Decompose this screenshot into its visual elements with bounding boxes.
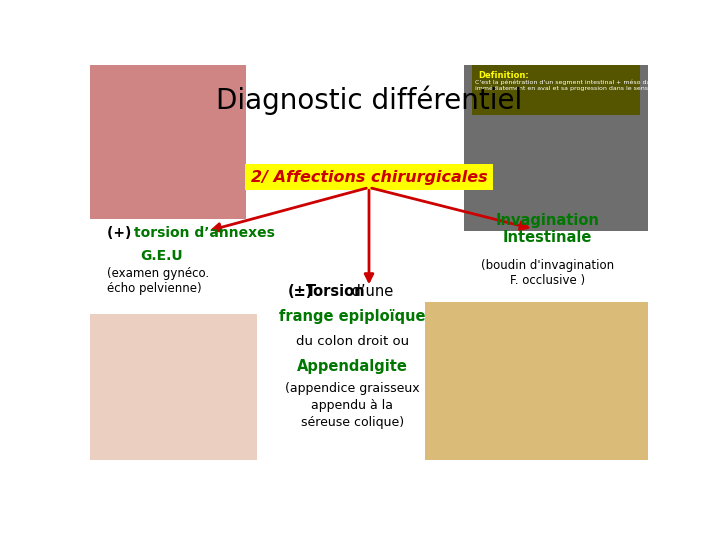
- Text: (examen gynéco.
écho pelvienne): (examen gynéco. écho pelvienne): [107, 267, 209, 295]
- Text: Invagination
Intestinale: Invagination Intestinale: [495, 213, 600, 245]
- Text: Diagnostic différentiel: Diagnostic différentiel: [216, 85, 522, 115]
- Text: torsion d’annexes: torsion d’annexes: [133, 226, 274, 240]
- FancyBboxPatch shape: [425, 302, 648, 460]
- FancyBboxPatch shape: [472, 65, 639, 114]
- Text: G.E.U: G.E.U: [140, 249, 183, 263]
- Text: (appendice graisseux
appendu à la
séreuse colique): (appendice graisseux appendu à la séreus…: [285, 382, 420, 429]
- Text: Torsion: Torsion: [306, 284, 366, 299]
- Text: C'est la pénétration d'un segment intestinal + méso dans le segment situé immédi: C'est la pénétration d'un segment intest…: [475, 79, 712, 91]
- Text: (+): (+): [107, 226, 136, 240]
- Text: du colon droit ou: du colon droit ou: [296, 335, 409, 348]
- Text: (±): (±): [288, 284, 313, 299]
- Text: Appendalgite: Appendalgite: [297, 359, 408, 374]
- Text: 2/ Affections chirurgicales: 2/ Affections chirurgicales: [251, 170, 487, 185]
- FancyBboxPatch shape: [90, 65, 246, 219]
- Text: frange epiploïque: frange epiploïque: [279, 309, 426, 324]
- Text: d’une: d’une: [347, 284, 394, 299]
- FancyBboxPatch shape: [464, 65, 648, 231]
- FancyBboxPatch shape: [90, 314, 258, 460]
- Text: Definition:: Definition:: [478, 71, 528, 80]
- Text: (boudin d'invagination
F. occlusive ): (boudin d'invagination F. occlusive ): [481, 259, 614, 287]
